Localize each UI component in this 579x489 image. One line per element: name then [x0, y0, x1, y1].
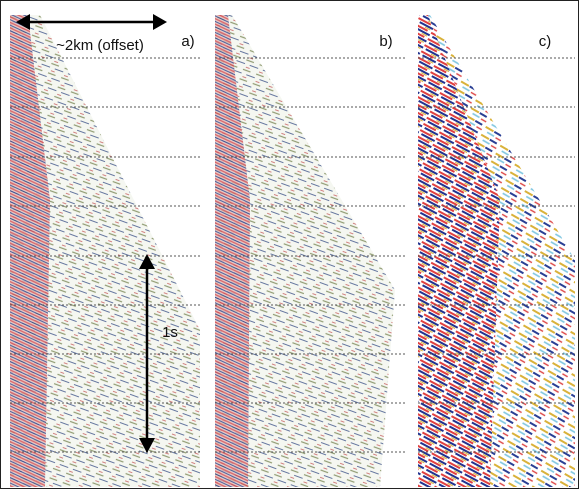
offset-arrow — [16, 14, 167, 30]
time-label: 1s — [162, 324, 178, 341]
panel-c — [418, 15, 575, 487]
offset-label: ~2km (offset) — [56, 37, 144, 54]
panel-label: a) — [181, 33, 194, 50]
panel-label: b) — [379, 33, 392, 50]
panel-label: c) — [539, 33, 552, 50]
time-arrow — [139, 254, 155, 453]
panel-b — [215, 15, 395, 487]
panel-a — [10, 15, 200, 487]
